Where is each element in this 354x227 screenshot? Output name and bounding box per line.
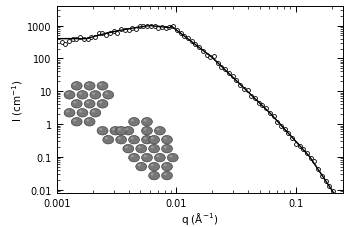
Y-axis label: I (cm$^{-1}$): I (cm$^{-1}$) — [10, 79, 24, 121]
X-axis label: q (Å$^{-1}$): q (Å$^{-1}$) — [181, 210, 219, 227]
